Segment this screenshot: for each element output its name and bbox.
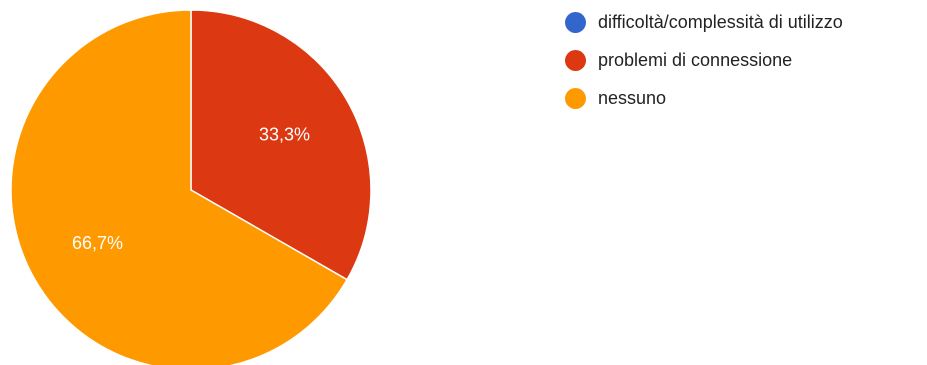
slice-value-label: 33,3% bbox=[259, 125, 310, 145]
legend-label: difficoltà/complessità di utilizzo bbox=[598, 11, 843, 32]
slice-problemi-di-connessione[interactable] bbox=[190, 9, 372, 281]
legend-item-nessuno[interactable]: nessuno bbox=[565, 87, 843, 109]
chart-legend: difficoltà/complessità di utilizzo probl… bbox=[565, 11, 843, 126]
legend-swatch-blue bbox=[565, 11, 586, 33]
legend-swatch-orange bbox=[565, 87, 586, 109]
slice-nessuno[interactable] bbox=[10, 9, 349, 365]
legend-label: problemi di connessione bbox=[598, 49, 793, 70]
legend-swatch-red bbox=[565, 49, 586, 71]
legend-item-problemi-di-connessione[interactable]: problemi di connessione bbox=[565, 49, 843, 71]
slice-value-label: 66,7% bbox=[72, 233, 123, 253]
legend-item-difficolta[interactable]: difficoltà/complessità di utilizzo bbox=[565, 11, 843, 33]
legend-label: nessuno bbox=[598, 87, 667, 108]
